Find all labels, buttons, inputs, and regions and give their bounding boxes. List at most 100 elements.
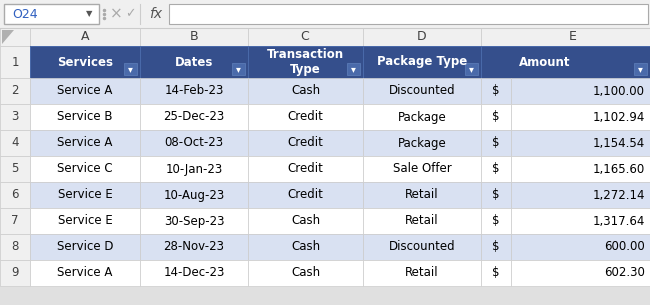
Text: Package: Package [398, 110, 447, 124]
Text: Retail: Retail [405, 188, 439, 202]
Bar [124, 63, 137, 75]
Text: 1,154.54: 1,154.54 [593, 137, 645, 149]
Bar [363, 130, 481, 156]
Text: Discounted: Discounted [389, 84, 455, 98]
Bar [140, 46, 248, 78]
Bar [0, 182, 30, 208]
Bar [4, 4, 99, 24]
Text: Package Type: Package Type [377, 56, 467, 69]
Text: Package: Package [398, 137, 447, 149]
Bar [30, 208, 140, 234]
Text: Dates: Dates [175, 56, 213, 69]
Text: Service A: Service A [57, 84, 112, 98]
Text: O24: O24 [12, 8, 38, 20]
Bar [481, 78, 511, 104]
Bar [140, 130, 248, 156]
Text: Credit: Credit [287, 137, 324, 149]
Bar [248, 260, 363, 286]
Bar [363, 28, 481, 46]
Bar [481, 260, 511, 286]
Text: Retail: Retail [405, 214, 439, 228]
Text: Discounted: Discounted [389, 241, 455, 253]
Text: 1,165.60: 1,165.60 [593, 163, 645, 175]
Bar [0, 234, 30, 260]
Bar [30, 78, 140, 104]
Bar [0, 130, 30, 156]
Bar [140, 78, 248, 104]
Bar [481, 234, 511, 260]
Bar [248, 234, 363, 260]
Bar [0, 0, 650, 28]
Bar [511, 156, 650, 182]
Text: ▾: ▾ [128, 64, 133, 74]
Bar [347, 63, 360, 75]
Text: 5: 5 [11, 163, 19, 175]
Text: Retail: Retail [405, 267, 439, 279]
Bar [363, 208, 481, 234]
Text: 4: 4 [11, 137, 19, 149]
Bar [30, 104, 140, 130]
Bar [140, 182, 248, 208]
Bar [363, 156, 481, 182]
Text: Service E: Service E [58, 188, 112, 202]
Text: 08-Oct-23: 08-Oct-23 [164, 137, 224, 149]
Bar [232, 63, 245, 75]
Bar [169, 4, 648, 24]
Bar [248, 130, 363, 156]
Text: 1,102.94: 1,102.94 [593, 110, 645, 124]
Text: fx: fx [150, 7, 162, 21]
Text: $: $ [492, 163, 500, 175]
Bar [30, 234, 140, 260]
Bar [481, 28, 650, 46]
Text: $: $ [492, 188, 500, 202]
Text: $: $ [492, 84, 500, 98]
Bar [511, 182, 650, 208]
Bar [481, 208, 511, 234]
Text: Credit: Credit [287, 110, 324, 124]
Text: 1,317.64: 1,317.64 [593, 214, 645, 228]
Polygon shape [2, 30, 14, 44]
Bar [481, 182, 511, 208]
Bar [248, 78, 363, 104]
Bar [30, 130, 140, 156]
Bar [363, 104, 481, 130]
Text: 2: 2 [11, 84, 19, 98]
Bar [248, 46, 363, 78]
Bar [140, 104, 248, 130]
Bar [511, 208, 650, 234]
Bar [511, 260, 650, 286]
Bar [248, 182, 363, 208]
Text: ▾: ▾ [638, 64, 643, 74]
Text: Service D: Service D [57, 241, 113, 253]
Text: 9: 9 [11, 267, 19, 279]
Text: $: $ [492, 110, 500, 124]
Text: Cash: Cash [291, 241, 320, 253]
Text: ▼: ▼ [86, 9, 92, 19]
Text: Cash: Cash [291, 267, 320, 279]
Bar [140, 234, 248, 260]
Bar [0, 46, 30, 78]
Bar [0, 104, 30, 130]
Bar [0, 78, 30, 104]
Text: 602.30: 602.30 [604, 267, 645, 279]
Text: 1,100.00: 1,100.00 [593, 84, 645, 98]
Text: Sale Offer: Sale Offer [393, 163, 451, 175]
Bar [481, 104, 511, 130]
Text: Service A: Service A [57, 137, 112, 149]
Text: 6: 6 [11, 188, 19, 202]
Text: Amount: Amount [519, 56, 571, 69]
Bar [511, 78, 650, 104]
Text: D: D [417, 30, 427, 44]
Text: Service C: Service C [57, 163, 113, 175]
Bar [140, 260, 248, 286]
Text: ▾: ▾ [236, 64, 241, 74]
Text: 28-Nov-23: 28-Nov-23 [164, 241, 224, 253]
Text: ▾: ▾ [351, 64, 356, 74]
Text: E: E [569, 30, 577, 44]
Text: A: A [81, 30, 89, 44]
Text: Transaction
Type: Transaction Type [266, 48, 344, 76]
Bar [634, 63, 647, 75]
Text: Credit: Credit [287, 188, 324, 202]
Bar [481, 46, 650, 78]
Text: $: $ [492, 214, 500, 228]
